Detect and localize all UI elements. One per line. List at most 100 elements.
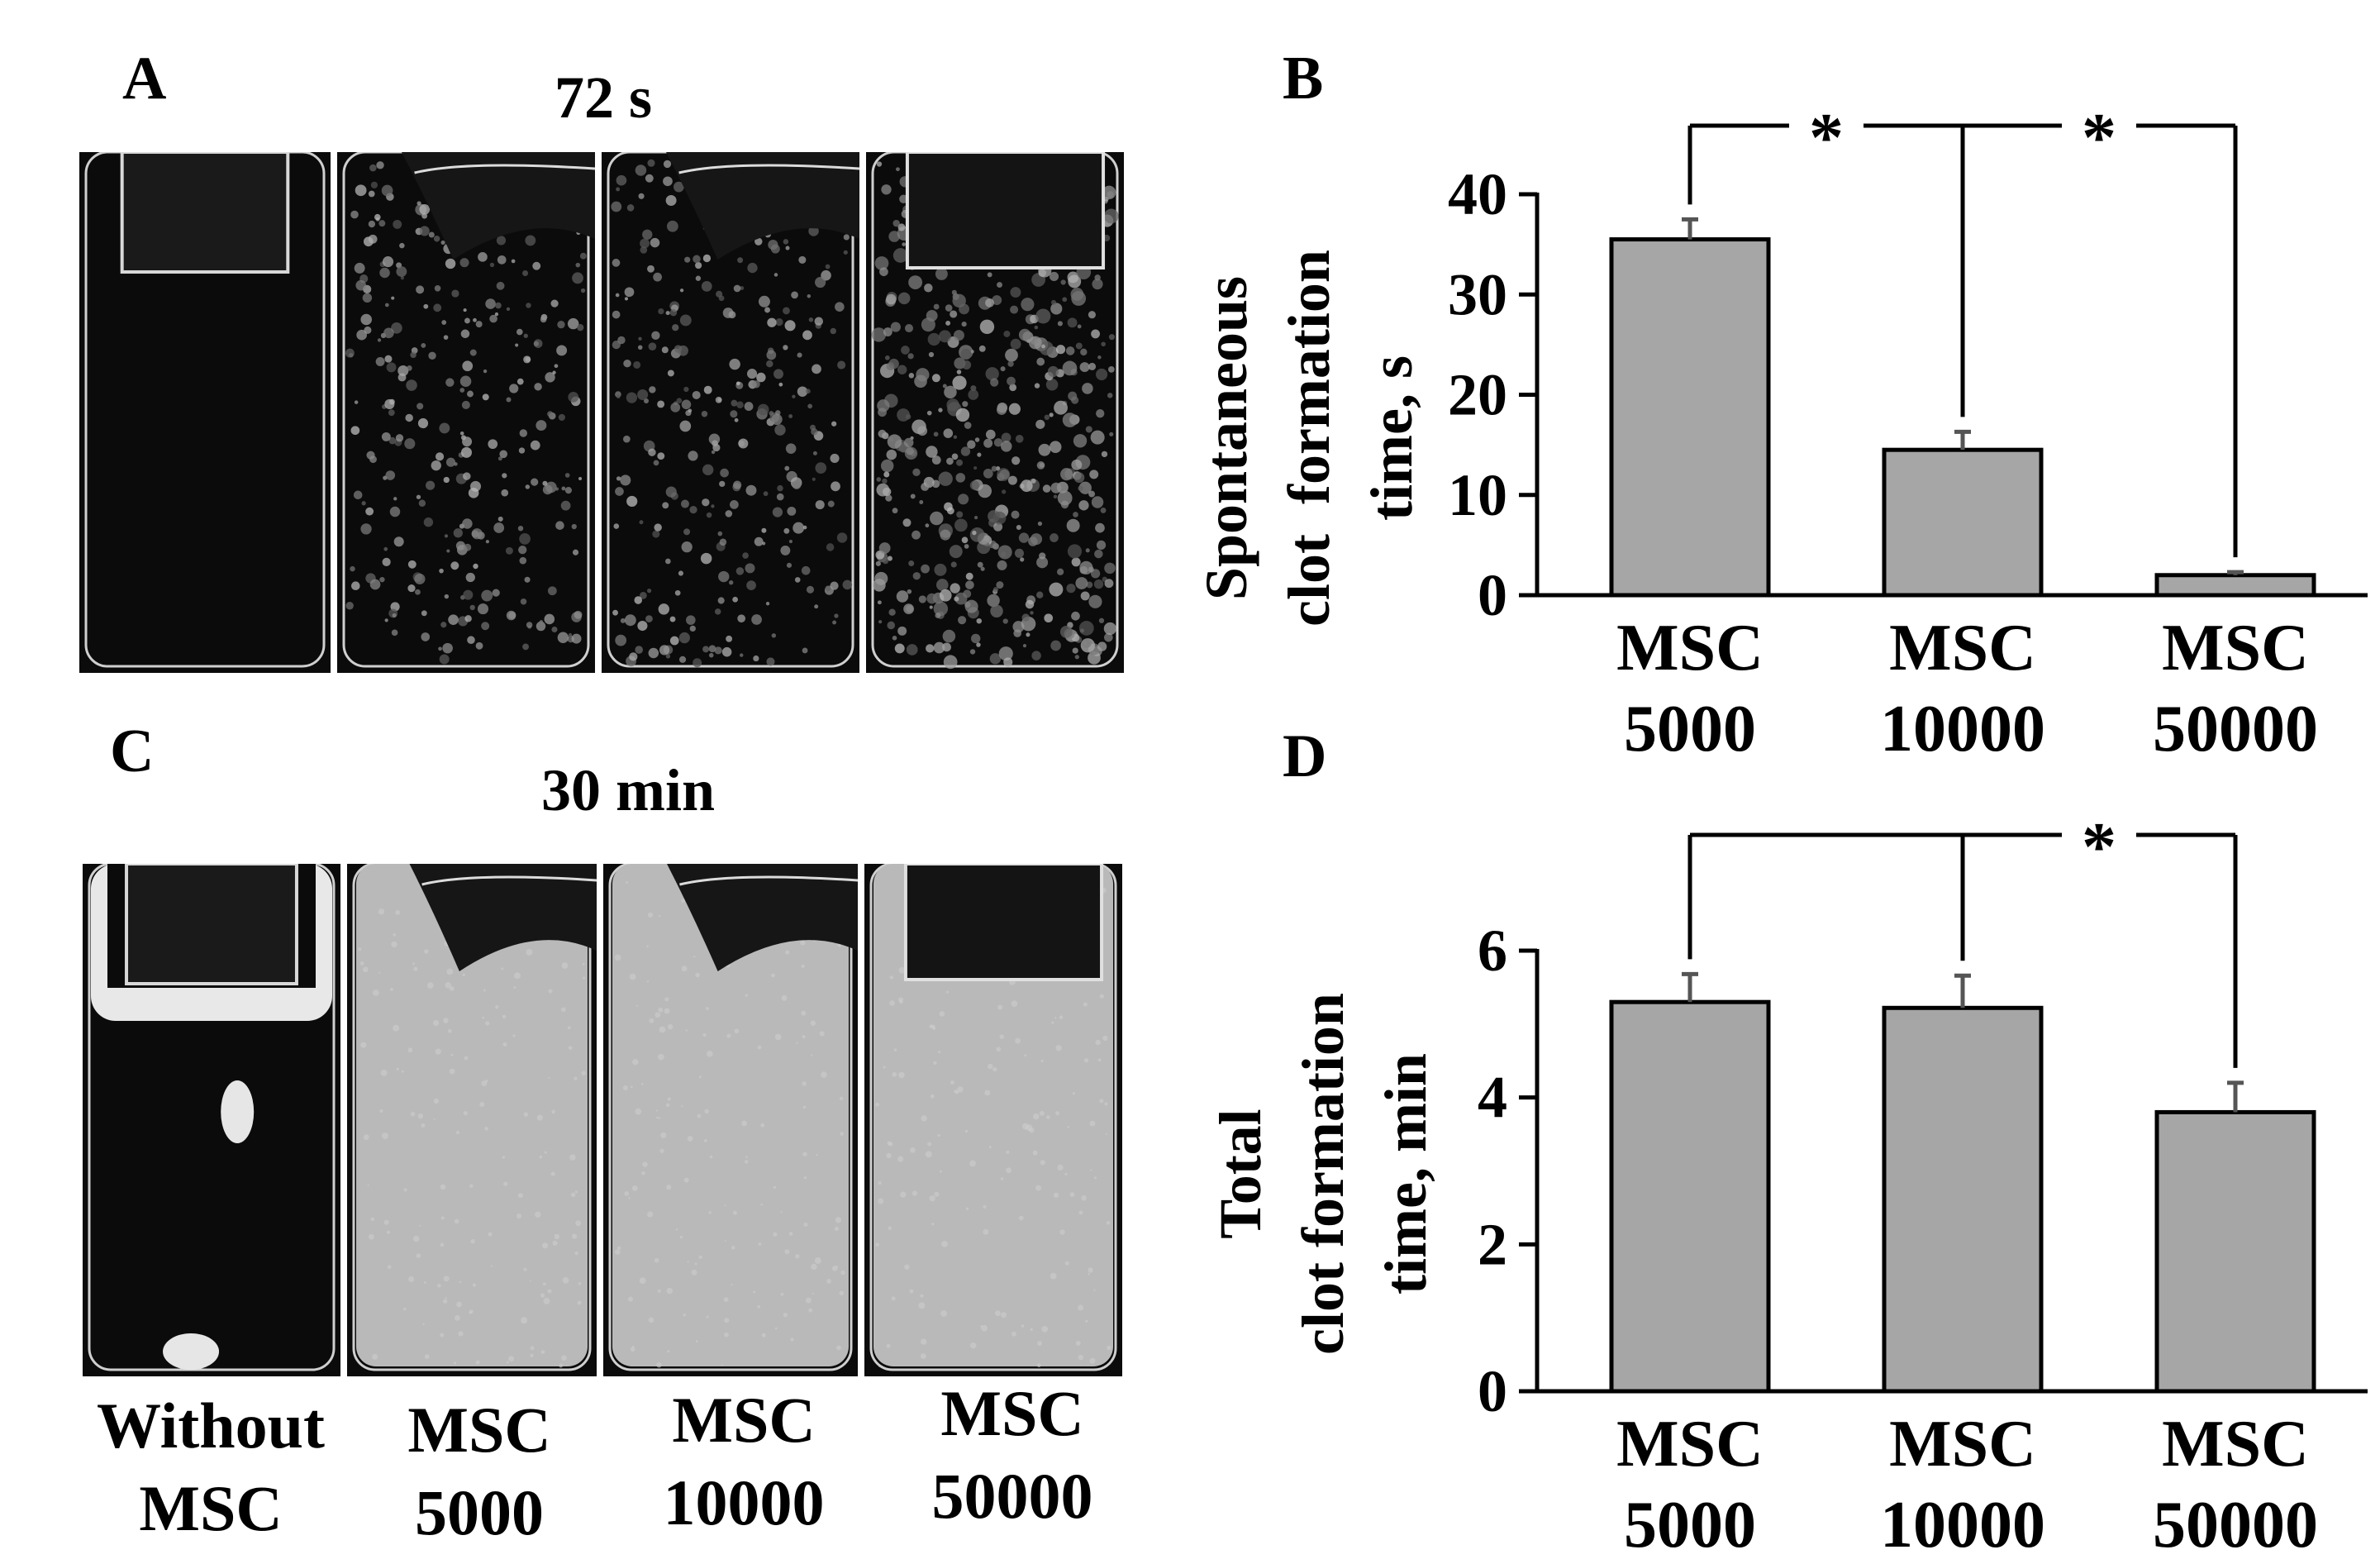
gel-texture bbox=[639, 1277, 646, 1285]
clot-speck bbox=[903, 437, 914, 448]
clot-speck bbox=[949, 545, 963, 559]
clot-speck bbox=[956, 459, 964, 466]
gel-texture bbox=[821, 1071, 827, 1078]
clot-speck bbox=[896, 167, 900, 172]
bar bbox=[1609, 999, 1771, 1394]
clot-speck bbox=[808, 226, 819, 236]
clot-speck bbox=[993, 522, 1003, 532]
gel-texture bbox=[458, 1331, 464, 1337]
gel-texture bbox=[440, 1333, 445, 1338]
gel-texture bbox=[1018, 1215, 1024, 1221]
chart-b: 0 10 20 30 40 Spontaneous clot formation time, … bbox=[1193, 99, 2368, 765]
clot-speck bbox=[502, 473, 507, 479]
clot-speck bbox=[798, 255, 807, 264]
clot-speck bbox=[446, 549, 450, 553]
gel-texture bbox=[440, 1242, 445, 1247]
clot-speck bbox=[624, 287, 635, 298]
clot-speck bbox=[712, 440, 718, 447]
tube-label-line: MSC bbox=[940, 1377, 1084, 1449]
gel-texture bbox=[745, 994, 749, 997]
clot-speck bbox=[395, 434, 404, 442]
clot-speck bbox=[794, 577, 801, 583]
clot-speck bbox=[669, 308, 678, 317]
clot-speck bbox=[830, 453, 840, 463]
clot-speck bbox=[657, 452, 665, 460]
x-tick-label: MSC bbox=[1889, 1408, 2036, 1481]
gel-texture bbox=[912, 1190, 918, 1196]
x-tick-label: 5000 bbox=[1624, 1489, 1756, 1562]
clot-speck bbox=[701, 411, 708, 417]
clot-speck bbox=[688, 408, 693, 413]
gel-texture bbox=[691, 1269, 697, 1276]
gel-texture bbox=[577, 1300, 582, 1305]
gel-texture bbox=[800, 940, 806, 946]
gel-texture bbox=[1089, 1169, 1092, 1171]
gel-texture bbox=[774, 1327, 778, 1330]
clot-speck bbox=[674, 345, 683, 353]
tube-photo bbox=[79, 152, 331, 673]
gel-texture bbox=[1032, 1113, 1040, 1120]
clot-speck bbox=[497, 456, 502, 461]
clot-speck bbox=[665, 311, 670, 316]
clot-speck bbox=[460, 446, 472, 458]
tube-glass bbox=[352, 864, 592, 1371]
y-tick-label: 6 bbox=[1478, 918, 1507, 984]
gel-texture bbox=[795, 1254, 800, 1259]
gel-texture bbox=[614, 1249, 621, 1255]
clot-speck bbox=[518, 545, 527, 555]
gel-texture bbox=[706, 1050, 713, 1057]
x-tick-label: 50000 bbox=[2153, 693, 2318, 765]
clot-speck bbox=[1078, 481, 1092, 494]
clot-speck bbox=[568, 632, 573, 637]
clot-speck bbox=[407, 584, 416, 593]
gel-texture bbox=[561, 962, 569, 969]
clot-speck bbox=[393, 536, 404, 547]
gel-texture bbox=[443, 1276, 450, 1282]
clot-speck bbox=[654, 523, 662, 532]
gel-texture bbox=[1059, 1015, 1064, 1019]
clot-speck bbox=[400, 276, 404, 280]
clot-speck bbox=[506, 307, 511, 311]
clot-speck bbox=[1049, 441, 1062, 453]
clot-speck bbox=[1039, 552, 1046, 560]
clot-speck bbox=[626, 495, 638, 508]
clot-speck bbox=[762, 541, 766, 546]
gel-texture bbox=[802, 1105, 807, 1109]
clot-speck bbox=[977, 452, 982, 457]
clot-speck bbox=[719, 538, 727, 546]
gel-texture bbox=[658, 914, 661, 918]
gel-texture bbox=[393, 932, 397, 937]
gel-texture bbox=[1011, 1331, 1016, 1337]
clot-speck bbox=[388, 436, 397, 445]
clot-speck bbox=[718, 570, 730, 583]
clot-speck bbox=[746, 369, 758, 379]
clot-speck bbox=[485, 298, 496, 309]
clot-speck bbox=[1053, 494, 1058, 499]
clot-speck bbox=[1011, 510, 1020, 519]
tube-photo-image bbox=[603, 864, 858, 1376]
clot-speck bbox=[769, 411, 774, 416]
clot-speck bbox=[985, 429, 996, 440]
clot-speck bbox=[463, 472, 471, 480]
gel-texture bbox=[372, 989, 379, 996]
gel-texture bbox=[783, 1313, 788, 1318]
gel-texture bbox=[781, 994, 788, 1001]
gel-texture bbox=[424, 949, 429, 954]
clot-speck bbox=[368, 234, 378, 244]
clot-speck bbox=[384, 303, 389, 308]
gel-texture bbox=[456, 1301, 462, 1308]
clot-speck bbox=[506, 397, 512, 403]
gel-texture bbox=[512, 1034, 516, 1037]
clot-speck bbox=[684, 256, 691, 263]
clot-speck bbox=[368, 220, 376, 228]
clot-speck bbox=[973, 516, 978, 520]
gel-texture bbox=[929, 1195, 935, 1202]
clot-speck bbox=[365, 507, 374, 516]
tube-photo-image bbox=[83, 864, 340, 1376]
clot-speck bbox=[1000, 551, 1007, 558]
clot-speck bbox=[912, 530, 921, 540]
clot-speck bbox=[793, 522, 805, 534]
gel-texture bbox=[501, 967, 504, 970]
clot-speck bbox=[643, 398, 650, 404]
clot-speck bbox=[355, 279, 367, 291]
